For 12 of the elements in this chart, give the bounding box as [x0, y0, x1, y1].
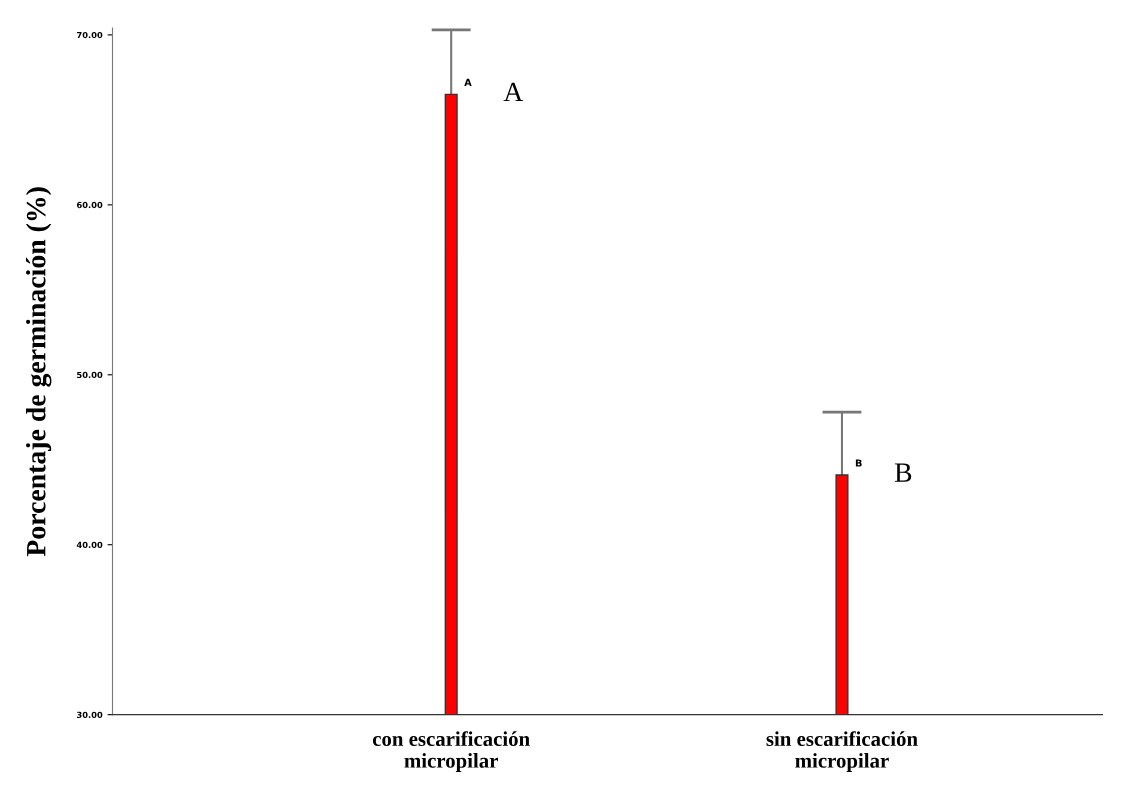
annotation: B — [894, 463, 912, 482]
y-tick-label: 70.00 — [76, 31, 103, 39]
annotation: A — [464, 78, 472, 86]
y-tick-label: 60.00 — [76, 201, 103, 209]
x-tick-label: sin escarificación micropilar — [766, 731, 918, 773]
y-tick-label: 40.00 — [76, 541, 103, 549]
y-axis-title: Porcentaje de germinación (%) — [25, 187, 52, 557]
annotation: B — [855, 459, 862, 467]
y-tick-label: 30.00 — [76, 711, 103, 718]
annotation: A — [503, 82, 524, 102]
y-tick-label: 50.00 — [77, 371, 103, 379]
x-tick-label: con escarificación micropilar — [372, 731, 530, 773]
